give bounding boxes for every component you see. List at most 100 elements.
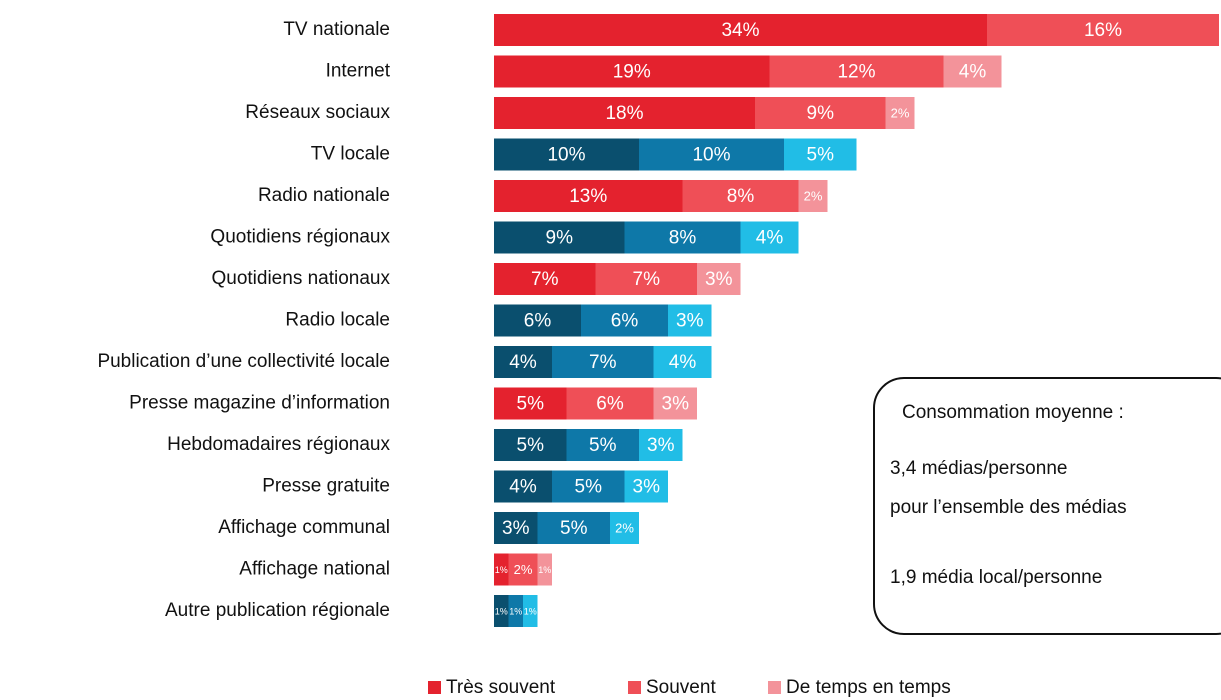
bar-segment: [494, 387, 567, 420]
bar-segment: [552, 470, 625, 503]
legend-swatch: [428, 681, 441, 694]
value-label: 6%: [611, 311, 639, 332]
bar-segment: [494, 512, 538, 544]
value-label: 16%: [1084, 20, 1122, 41]
value-label: 1%: [495, 606, 508, 616]
annotation-box: [873, 377, 1221, 635]
legend-label: Souvent: [646, 677, 716, 698]
value-label: 4%: [756, 228, 784, 249]
category-label: TV nationale: [283, 19, 390, 40]
value-label: 13%: [569, 186, 607, 207]
legend-swatch: [628, 681, 641, 694]
bar-segment: [552, 346, 654, 378]
category-label: TV locale: [311, 144, 390, 165]
category-label: Affichage communal: [218, 517, 390, 538]
value-label: 2%: [891, 105, 910, 120]
value-label: 5%: [575, 477, 603, 498]
value-label: 5%: [807, 145, 835, 166]
bar-segment: [494, 221, 625, 254]
category-label: Radio nationale: [258, 185, 390, 206]
bar-segment: [798, 180, 828, 212]
annotation-title: Consommation moyenne :: [902, 402, 1124, 423]
category-label: Radio locale: [285, 310, 390, 331]
bar-segment: [755, 97, 886, 129]
value-label: 3%: [633, 477, 661, 498]
value-label: 6%: [596, 394, 624, 415]
value-label: 7%: [589, 352, 617, 373]
bar-segment: [494, 97, 755, 129]
bar-segment: [494, 553, 509, 586]
category-label: Hebdomadaires régionaux: [167, 434, 390, 455]
value-label: 6%: [524, 311, 552, 332]
value-label: 2%: [804, 188, 823, 203]
bar-segment: [494, 595, 509, 627]
value-label: 4%: [669, 352, 697, 373]
bar-segment: [784, 138, 857, 171]
bar-segment: [769, 55, 944, 88]
bar-segment: [653, 346, 712, 378]
value-label: 2%: [615, 520, 634, 535]
bar-segment: [581, 304, 668, 337]
bar-segment: [566, 429, 639, 461]
bar-segment: [987, 14, 1219, 46]
category-label: Quotidiens régionaux: [210, 227, 390, 248]
bar-segment: [508, 595, 523, 627]
value-label: 3%: [705, 269, 733, 290]
value-label: 4%: [509, 477, 537, 498]
value-label: 7%: [531, 269, 559, 290]
value-label: 3%: [662, 394, 690, 415]
category-label: Quotidiens nationaux: [211, 268, 390, 289]
bar-segment: [537, 512, 610, 544]
bar-segment: [494, 55, 770, 88]
category-label: Internet: [326, 61, 391, 82]
bar-segment: [508, 553, 538, 586]
value-label: 7%: [633, 269, 661, 290]
bar-segment: [740, 221, 799, 254]
bar-segment: [639, 138, 784, 171]
bar-segment: [494, 346, 552, 378]
value-label: 2%: [514, 562, 533, 577]
bar-segment: [537, 553, 552, 586]
value-label: 4%: [959, 62, 987, 83]
value-label: 5%: [589, 435, 617, 456]
value-label: 9%: [807, 103, 835, 124]
bar-segment: [494, 180, 683, 212]
bar-segment: [494, 14, 987, 46]
value-label: 34%: [721, 20, 759, 41]
bar-segment: [697, 263, 741, 295]
value-label: 3%: [502, 518, 530, 539]
bar-segment: [494, 138, 639, 171]
bar-segment: [610, 512, 639, 544]
bar-segment: [624, 221, 741, 254]
value-label: 1%: [495, 565, 508, 575]
bar-segment: [682, 180, 799, 212]
annotation-line: 1,9 média local/personne: [890, 567, 1102, 588]
category-label: Autre publication régionale: [165, 600, 390, 621]
value-label: 8%: [727, 186, 755, 207]
legend-label: De temps en temps: [786, 677, 951, 698]
value-label: 18%: [605, 103, 643, 124]
value-label: 10%: [692, 145, 730, 166]
value-label: 1%: [524, 606, 537, 616]
bar-segment: [523, 595, 538, 627]
value-label: 5%: [517, 435, 545, 456]
category-label: Réseaux sociaux: [245, 102, 390, 123]
bar-segment: [943, 55, 1002, 88]
category-label: Publication d’une collectivité locale: [97, 351, 390, 372]
value-label: 3%: [647, 435, 675, 456]
value-label: 1%: [509, 606, 522, 616]
value-label: 1%: [538, 565, 551, 575]
value-label: 5%: [560, 518, 588, 539]
value-label: 9%: [546, 228, 574, 249]
value-label: 19%: [613, 62, 651, 83]
bar-segment: [885, 97, 915, 129]
legend-swatch: [768, 681, 781, 694]
category-label: Presse magazine d’information: [129, 393, 390, 414]
bar-segment: [595, 263, 697, 295]
category-label: Affichage national: [239, 559, 390, 580]
value-label: 4%: [509, 352, 537, 373]
annotation-line: pour l’ensemble des médias: [890, 497, 1127, 518]
category-label: Presse gratuite: [262, 476, 390, 497]
bar-segment: [494, 429, 567, 461]
